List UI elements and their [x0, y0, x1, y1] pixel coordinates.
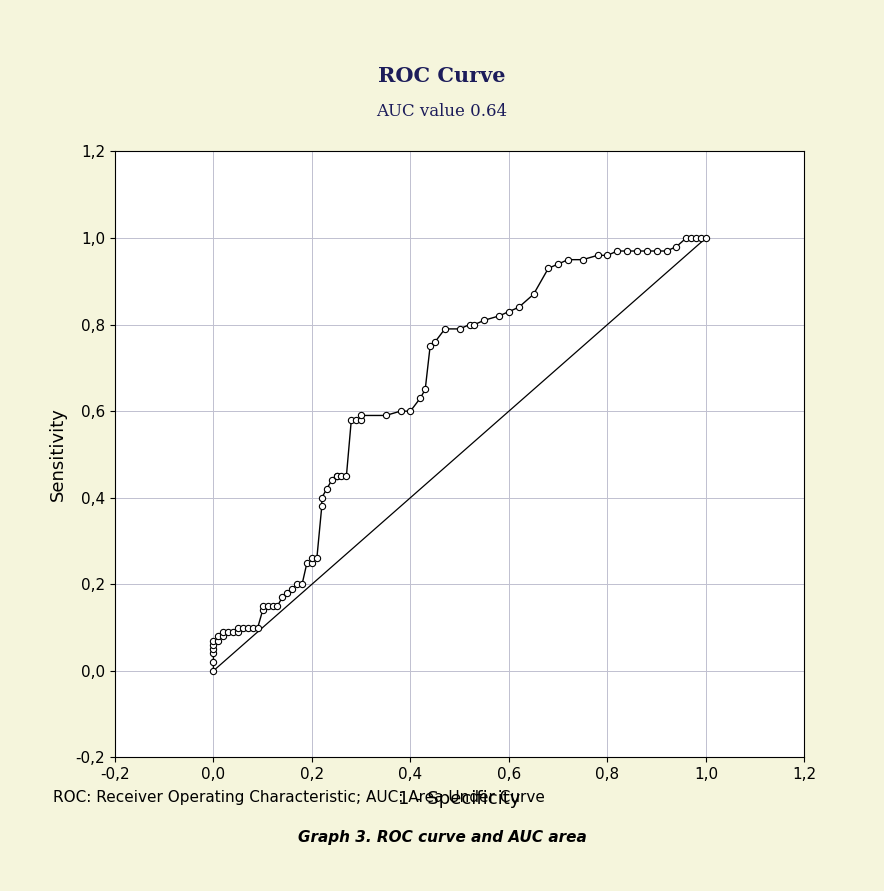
Text: Graph 3. ROC curve and AUC area: Graph 3. ROC curve and AUC area	[298, 830, 586, 845]
Text: ROC: Receiver Operating Characteristic; AUC: Area Under Curve: ROC: Receiver Operating Characteristic; …	[53, 790, 545, 805]
Text: ROC Curve: ROC Curve	[378, 66, 506, 86]
Text: AUC value 0.64: AUC value 0.64	[377, 102, 507, 120]
X-axis label: 1 - Specificity: 1 - Specificity	[399, 790, 521, 808]
Y-axis label: Sensitivity: Sensitivity	[50, 407, 67, 502]
